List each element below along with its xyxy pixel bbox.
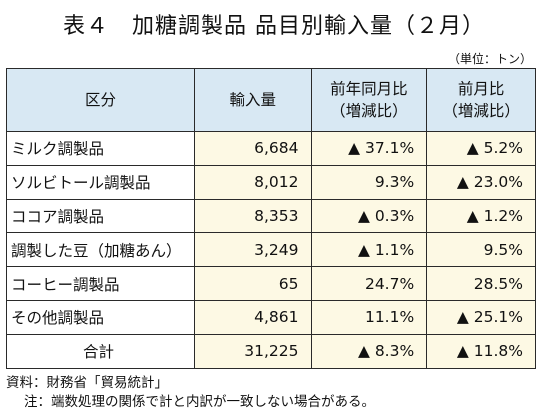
table-row: その他調製品 4,861 11.1% ▲ 25.1%	[6, 299, 536, 335]
header-volume: 輸入量	[193, 68, 312, 132]
mom-cell: 28.5%	[426, 266, 536, 301]
mom-cell: ▲ 11.8%	[426, 333, 536, 369]
volume-cell: 65	[193, 266, 312, 301]
table-row: 調製した豆（加糖あん） 3,249 ▲ 1.1% 9.5%	[6, 232, 536, 268]
total-row: 合計 31,225 ▲ 8.3% ▲ 11.8%	[6, 333, 536, 369]
footer: 資料：財務省「貿易統計」 注：端数処理の関係で計と内訳が一致しない場合がある。	[6, 374, 375, 412]
volume-cell: 4,861	[193, 299, 312, 335]
header-yoy: 前年同月比 （増減比）	[310, 68, 428, 132]
category-cell: その他調製品	[6, 299, 195, 335]
category-cell: ソルビトール調製品	[6, 164, 195, 200]
unit-label: （単位：トン）	[447, 52, 532, 66]
volume-cell: 31,225	[193, 333, 312, 369]
mom-cell: ▲ 23.0%	[426, 164, 536, 200]
category-cell: コーヒー調製品	[6, 266, 195, 301]
mom-cell: 9.5%	[426, 232, 536, 268]
volume-cell: 8,012	[193, 164, 312, 200]
category-cell: 合計	[6, 333, 195, 369]
yoy-cell: ▲ 8.3%	[310, 333, 428, 369]
mom-cell: ▲ 5.2%	[426, 131, 536, 166]
category-cell: ココア調製品	[6, 198, 195, 234]
volume-cell: 6,684	[193, 131, 312, 166]
yoy-cell: ▲ 37.1%	[310, 131, 428, 166]
category-cell: ミルク調製品	[6, 131, 195, 166]
volume-cell: 3,249	[193, 232, 312, 268]
table-row: ココア調製品 8,353 ▲ 0.3% ▲ 1.2%	[6, 198, 536, 234]
yoy-cell: 9.3%	[310, 164, 428, 200]
table-row: ミルク調製品 6,684 ▲ 37.1% ▲ 5.2%	[6, 131, 536, 166]
volume-cell: 8,353	[193, 198, 312, 234]
rounding-note: 注：端数処理の関係で計と内訳が一致しない場合がある。	[24, 394, 375, 410]
table-row: ソルビトール調製品 8,012 9.3% ▲ 23.0%	[6, 164, 536, 200]
header-row: 区分 輸入量 前年同月比 （増減比） 前月比 （増減比）	[6, 68, 536, 132]
yoy-cell: 11.1%	[310, 299, 428, 335]
yoy-cell: 24.7%	[310, 266, 428, 301]
yoy-cell: ▲ 1.1%	[310, 232, 428, 268]
table-row: コーヒー調製品 65 24.7% 28.5%	[6, 266, 536, 301]
header-category: 区分	[6, 68, 195, 132]
table-title: 表４ 加糖調製品 品目別輸入量（２月）	[63, 14, 485, 39]
yoy-cell: ▲ 0.3%	[310, 198, 428, 234]
header-mom: 前月比 （増減比）	[426, 68, 536, 132]
category-cell: 調製した豆（加糖あん）	[6, 232, 195, 268]
source-note: 資料：財務省「貿易統計」	[6, 375, 168, 391]
mom-cell: ▲ 1.2%	[426, 198, 536, 234]
mom-cell: ▲ 25.1%	[426, 299, 536, 335]
import-volume-table: 区分 輸入量 前年同月比 （増減比） 前月比 （増減比） ミルク調製品 6,684…	[6, 68, 536, 369]
